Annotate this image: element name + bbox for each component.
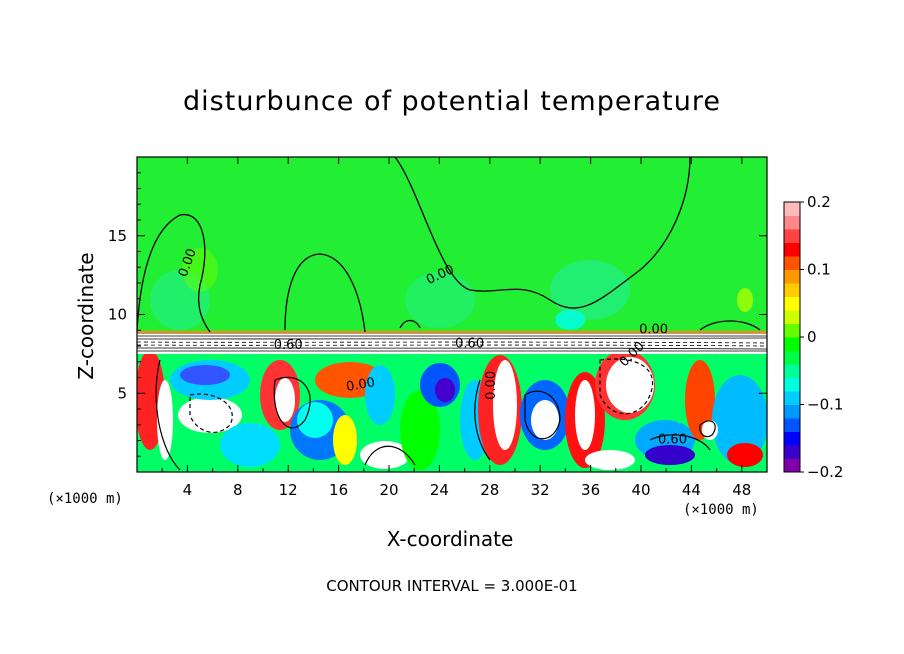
plot-field: [137, 157, 767, 472]
contour-label: 0.00: [639, 322, 668, 337]
x-tick-label: 36: [581, 481, 600, 499]
contour-label: 0.60: [274, 338, 303, 353]
contour-interval-note: CONTOUR INTERVAL = 3.000E-01: [326, 577, 578, 595]
x-tick-label: 12: [279, 481, 298, 499]
y-unit-label: (×1000 m): [47, 491, 123, 507]
contour-label: 0.00: [484, 371, 499, 400]
y-tick-label: 5: [117, 384, 127, 402]
colorbar-tick-label: 0: [807, 328, 817, 346]
x-tick-label: 4: [183, 481, 193, 499]
x-tick-label: 32: [531, 481, 550, 499]
colorbar-swatch: [784, 404, 800, 419]
colorbar-swatch: [784, 215, 800, 230]
colorbar-swatch: [784, 256, 800, 270]
colorbar-swatch: [784, 283, 800, 297]
colorbar-swatch: [784, 337, 800, 351]
x-tick-label: 24: [430, 481, 449, 499]
colorbar-swatch: [784, 391, 800, 405]
x-axis-ticks: 4 8 12 16 20 24 28 32 36 40 44 48: [161, 157, 751, 499]
colorbar-swatch: [784, 377, 800, 392]
x-tick-label: 48: [732, 481, 751, 499]
colorbar-swatch: [784, 269, 800, 284]
x-axis-label: X-coordinate: [386, 527, 514, 551]
x-tick-label: 8: [233, 481, 243, 499]
colorbar-tick-label: −0.2: [807, 463, 843, 481]
x-tick-label: 40: [631, 481, 650, 499]
colorbar-swatch: [784, 445, 800, 459]
x-tick-label: 44: [682, 481, 701, 499]
colorbar-swatch: [784, 350, 800, 365]
x-tick-label: 28: [480, 481, 499, 499]
colorbar-swatch: [784, 431, 800, 446]
chart-title: disturbunce of potential temperature: [183, 86, 721, 117]
contour-label: 0.60: [455, 337, 484, 352]
colorbar-swatch: [784, 229, 800, 243]
x-unit-label: (×1000 m): [683, 502, 759, 518]
y-tick-label: 10: [108, 306, 127, 324]
y-tick-label: 15: [108, 227, 127, 245]
colorbar-swatch: [784, 202, 800, 216]
colorbar: 0.2 0.1 0 −0.1 −0.2: [783, 193, 843, 481]
colorbar-swatch: [784, 418, 800, 432]
colorbar-swatch: [784, 323, 800, 338]
x-tick-label: 16: [329, 481, 348, 499]
contour-label: 0.00: [345, 375, 376, 395]
colorbar-swatch: [784, 458, 800, 473]
contour-label: 0.60: [658, 433, 687, 448]
colorbar-tick-label: 0.1: [807, 261, 831, 279]
y-axis-ticks: 5 10 15: [108, 172, 767, 457]
colorbar-swatch: [784, 310, 800, 324]
colorbar-tick-label: −0.1: [807, 396, 843, 414]
colorbar-swatch: [784, 296, 800, 311]
colorbar-swatch: [784, 364, 800, 378]
x-tick-label: 20: [379, 481, 398, 499]
colorbar-tick-label: 0.2: [807, 193, 831, 211]
colorbar-swatch: [784, 242, 800, 257]
